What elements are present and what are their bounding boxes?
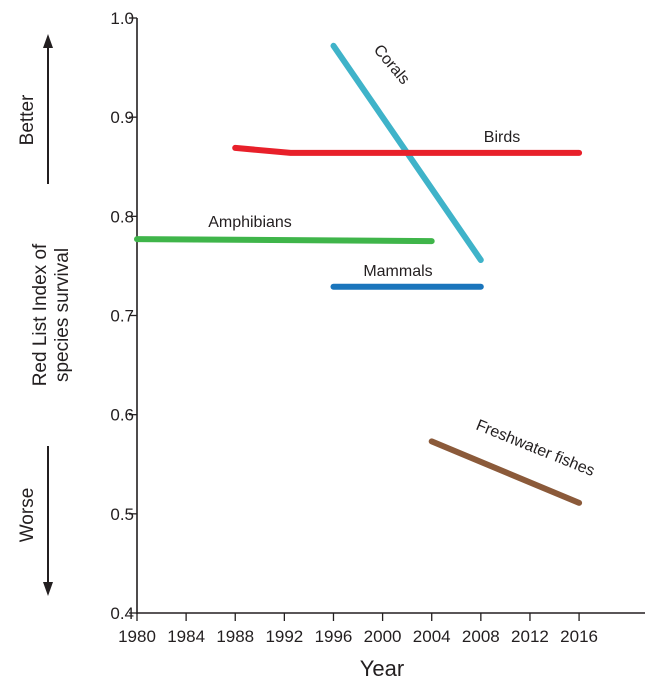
y-tick-label: 0.8 [110, 207, 134, 226]
better-indicator: Better [17, 34, 53, 184]
x-axis-title: Year [360, 656, 404, 681]
series-labels: Corals Birds Amphibians Mammals Freshwater f… [208, 42, 597, 480]
worse-indicator: Worse [17, 446, 53, 596]
x-tick-label: 1988 [216, 627, 254, 646]
x-tick-label: 1980 [118, 627, 156, 646]
x-tick-label: 2004 [413, 627, 451, 646]
series-line-amphibians [134, 236, 435, 245]
series-lines [134, 42, 583, 506]
series-label-corals: Corals [370, 42, 413, 88]
y-axis-title-line2: species survival [52, 248, 73, 382]
y-tick-label: 0.7 [110, 307, 134, 326]
x-tick-label: 1984 [167, 627, 205, 646]
series-line-freshwater-fishes [428, 438, 583, 506]
x-tick-label: 2016 [560, 627, 598, 646]
x-tick-label: 2012 [511, 627, 549, 646]
worse-label: Worse [17, 488, 38, 543]
y-axis-title-line1: Red List Index of [30, 243, 51, 386]
x-tick-label: 1992 [265, 627, 303, 646]
axes [136, 18, 645, 614]
x-axis-ticks: 1980 1984 1988 1992 1996 2000 2004 2008 2012 2016 [118, 613, 598, 646]
y-axis-title: Red List Index of species survival [30, 243, 73, 386]
y-tick-label: 1.0 [110, 9, 134, 28]
series-label-birds: Birds [484, 129, 520, 146]
worse-arrow-head [43, 582, 53, 596]
series-line-birds [232, 144, 583, 156]
better-label: Better [17, 94, 38, 145]
y-tick-label: 0.9 [110, 108, 134, 127]
x-tick-label: 2000 [364, 627, 402, 646]
series-label-amphibians: Amphibians [208, 214, 292, 231]
better-arrow-head [43, 34, 53, 48]
series-label-mammals: Mammals [363, 263, 432, 280]
y-tick-label: 0.4 [110, 604, 134, 623]
x-tick-label: 1996 [315, 627, 353, 646]
y-axis-ticks: 0.4 0.5 0.6 0.7 0.8 0.9 1.0 [110, 9, 137, 623]
y-tick-label: 0.5 [110, 505, 134, 524]
y-tick-label: 0.6 [110, 406, 134, 425]
series-label-freshwater-fishes: Freshwater fishes [474, 417, 597, 480]
x-tick-label: 2008 [462, 627, 500, 646]
